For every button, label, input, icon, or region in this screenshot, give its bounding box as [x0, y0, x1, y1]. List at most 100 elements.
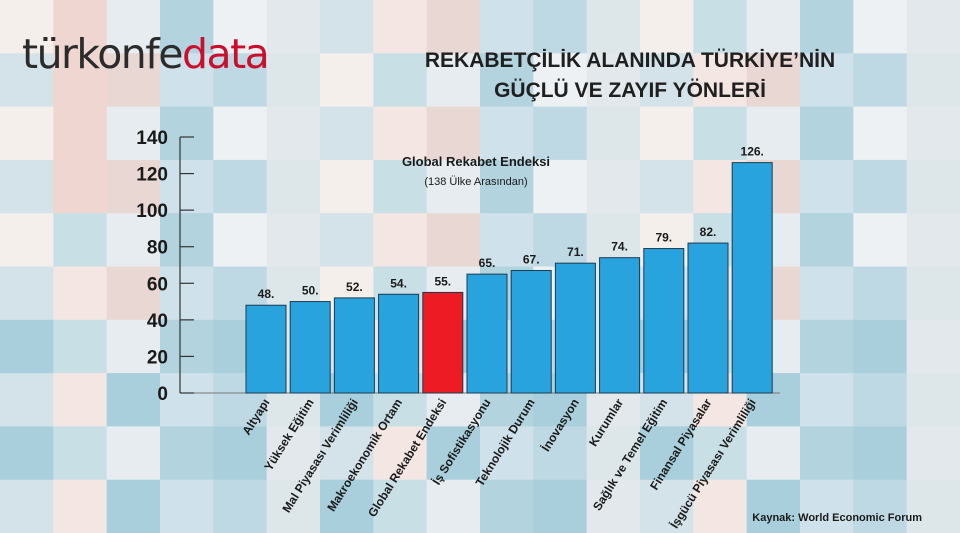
mosaic-tile [853, 159, 908, 214]
chart-annotation: Global Rekabet Endeksi [402, 154, 550, 169]
mosaic-tile [106, 373, 161, 427]
mosaic-tile [266, 53, 321, 108]
mosaic-tile [746, 479, 801, 533]
category-label: İnovasyon [538, 396, 582, 454]
mosaic-tile [586, 0, 641, 54]
mosaic-tile [320, 213, 374, 268]
chart-title: REKABETÇİLİK ALANINDA TÜRKİYE’NİN GÜÇLÜ … [400, 46, 860, 106]
mosaic-tile [320, 159, 374, 214]
mosaic-tile [533, 426, 588, 481]
mosaic-tile [746, 53, 801, 108]
mosaic-tile [213, 53, 268, 108]
mosaic-tile [0, 266, 54, 321]
mosaic-tile [853, 373, 908, 427]
mosaic-tile [800, 213, 854, 268]
mosaic-tile [373, 53, 428, 108]
mosaic-tile [426, 426, 481, 481]
mosaic-tile [906, 479, 960, 533]
mosaic-tile [853, 0, 908, 54]
mosaic-tile [266, 426, 321, 481]
mosaic-tile [746, 106, 801, 161]
mosaic-tile [160, 159, 214, 214]
mosaic-tile [853, 106, 908, 161]
mosaic-tile [160, 266, 214, 321]
mosaic-tile [906, 319, 960, 374]
mosaic-tile [320, 53, 374, 108]
bar-value-label: 82. [700, 225, 717, 239]
bar [643, 248, 685, 394]
mosaic-tile [106, 266, 161, 321]
mosaic-tile [373, 106, 428, 161]
turkonfedata-logo: türkonfedata [22, 34, 270, 75]
mosaic-tile [640, 159, 694, 214]
chart-title-line2: GÜÇLÜ VE ZAYIF YÖNLERİ [494, 79, 766, 102]
bar-value-label: 67. [523, 252, 540, 266]
mosaic-tile [800, 159, 854, 214]
mosaic-tile [53, 426, 108, 481]
mosaic-tile [853, 479, 908, 533]
bar-value-label: 52. [346, 280, 363, 294]
source-note: Kaynak: World Economic Forum [752, 512, 922, 524]
mosaic-tile [160, 479, 214, 533]
mosaic-tile [213, 106, 268, 161]
mosaic-tile [53, 373, 108, 427]
mosaic-tile [0, 479, 54, 533]
mosaic-tile [906, 0, 960, 54]
chart-annotation-sub: (138 Ülke Arasından) [424, 176, 527, 188]
mosaic-tile [266, 0, 321, 54]
mosaic-tile [160, 53, 214, 108]
y-tick-label: 60 [147, 274, 168, 295]
category-label: İşgücü Piyasası Verimliliği [666, 396, 758, 531]
mosaic-tile [693, 106, 748, 161]
mosaic-tile [906, 106, 960, 161]
mosaic-tile [160, 0, 214, 54]
mosaic-tile [160, 319, 214, 374]
mosaic-tile [640, 53, 694, 108]
mosaic-tile [0, 0, 54, 54]
category-label: Sağlık ve Temel Eğitim [590, 396, 670, 513]
mosaic-tile [0, 213, 54, 268]
mosaic-tile [160, 426, 214, 481]
mosaic-tile [586, 53, 641, 108]
y-tick-label: 40 [147, 311, 168, 332]
mosaic-tile [160, 106, 214, 161]
mosaic-tile [853, 266, 908, 321]
mosaic-tile [106, 426, 161, 481]
mosaic-tile [213, 159, 268, 214]
mosaic-tile [533, 479, 588, 533]
bar [422, 291, 464, 394]
mosaic-tile [906, 53, 960, 108]
y-tick-label: 120 [136, 165, 168, 186]
category-label: Global Rekabet Endeksi [365, 396, 449, 519]
mosaic-tile [213, 0, 268, 54]
mosaic-tile [106, 0, 161, 54]
mosaic-tile [53, 53, 108, 108]
bar-value-label: 74. [611, 240, 628, 254]
bar-value-label: 55. [434, 274, 451, 288]
mosaic-tile [533, 159, 588, 214]
mosaic-tile [853, 319, 908, 374]
mosaic-tile [320, 479, 374, 533]
mosaic-tile [853, 426, 908, 481]
mosaic-tile [106, 213, 161, 268]
mosaic-tile [853, 213, 908, 268]
mosaic-tile [53, 213, 108, 268]
mosaic-tile [693, 426, 748, 481]
mosaic-tile [320, 106, 374, 161]
mosaic-tile [533, 53, 588, 108]
mosaic-tile [373, 0, 428, 54]
mosaic-tile [320, 0, 374, 54]
bar-value-label: 71. [567, 245, 584, 259]
mosaic-tile [266, 479, 321, 533]
bar [333, 297, 375, 394]
mosaic-tile [0, 53, 54, 108]
bar [245, 304, 287, 394]
category-label: Mal Piyasası Verimliliği [279, 396, 361, 515]
y-tick-label: 0 [157, 384, 168, 405]
mosaic-tile [480, 426, 534, 481]
bar-value-label: 48. [258, 287, 275, 301]
mosaic-tile [0, 373, 54, 427]
mosaic-tile [320, 426, 374, 481]
mosaic-tile [480, 0, 534, 54]
